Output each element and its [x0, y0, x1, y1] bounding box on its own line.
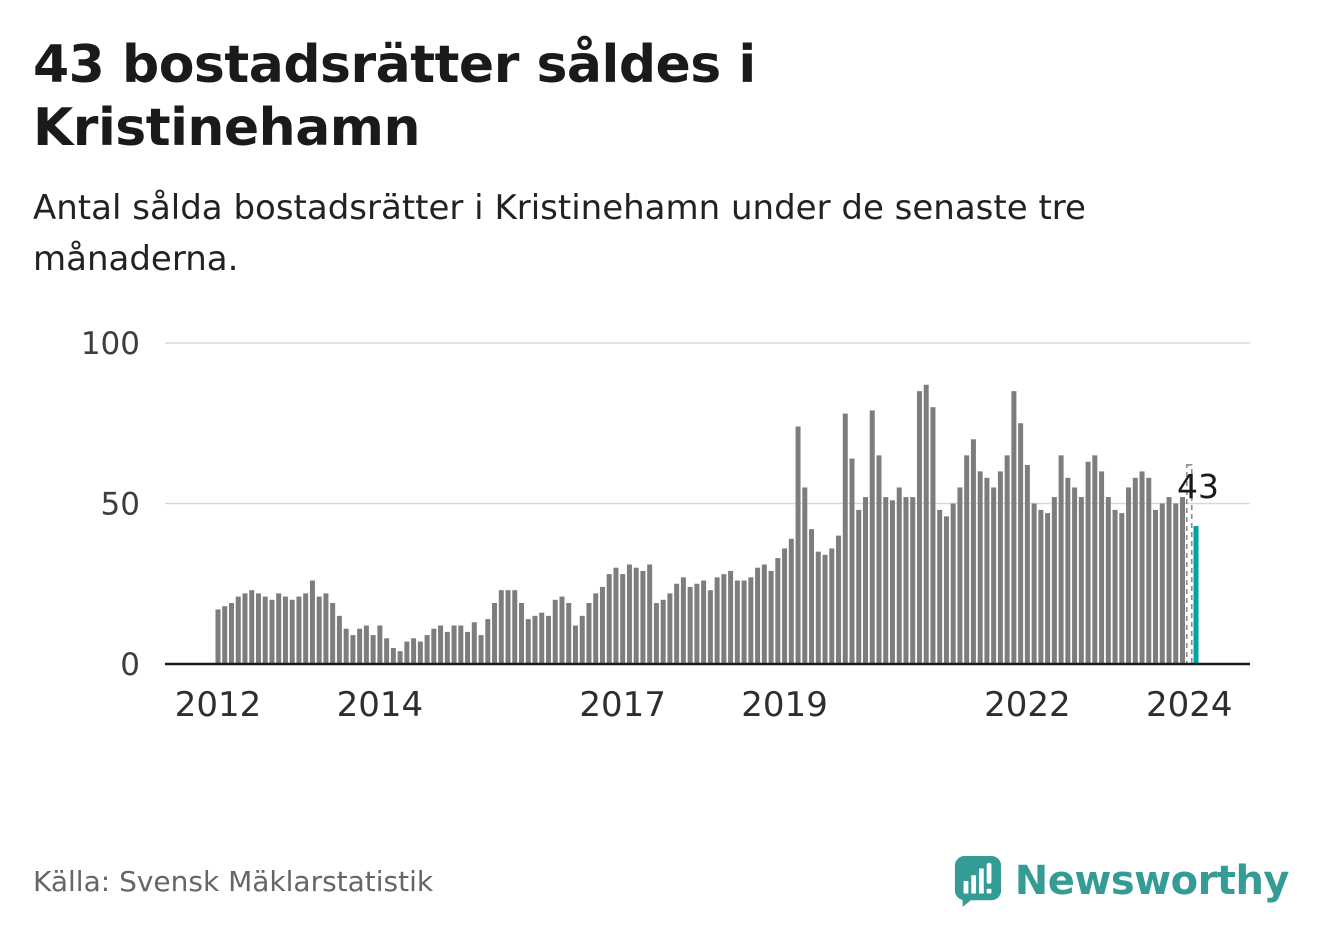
svg-text:43: 43: [1177, 467, 1219, 506]
chart-subtitle: Antal sålda bostadsrätter i Kristinehamn…: [33, 187, 1086, 279]
bar-chart: 0 50 100 2012 2014 2017 2019 2022 2024 43: [81, 326, 1250, 725]
svg-text:2017: 2017: [579, 685, 666, 725]
logo-exclamation-dot: [986, 888, 992, 894]
svg-text:2024: 2024: [1146, 685, 1233, 725]
chart-header: 43 bostadsrätter såldes i Kristinehamn A…: [0, 0, 1322, 285]
logo-exclamation-stem: [986, 862, 992, 884]
newsworthy-wordmark: Newsworthy: [1014, 858, 1290, 904]
svg-text:2014: 2014: [337, 685, 424, 725]
svg-text:0: 0: [120, 647, 140, 683]
newsworthy-logo: Newsworthy: [953, 854, 1290, 908]
svg-text:2022: 2022: [984, 685, 1071, 725]
svg-text:2019: 2019: [741, 685, 828, 725]
chart-title: 43 bostadsrätter såldes i Kristinehamn: [33, 35, 756, 159]
chart-footer: Källa: Svensk Mäklarstatistik Newsworthy: [33, 845, 1290, 917]
logo-bar-tall: [978, 868, 984, 894]
svg-text:2012: 2012: [175, 685, 262, 725]
svg-text:100: 100: [81, 326, 140, 362]
svg-text:50: 50: [101, 486, 140, 522]
logo-bar-small: [963, 881, 969, 894]
newsworthy-logo-icon: [954, 856, 1001, 907]
logo-bar-medium: [971, 875, 976, 894]
source-text: Källa: Svensk Mäklarstatistik: [33, 864, 434, 898]
